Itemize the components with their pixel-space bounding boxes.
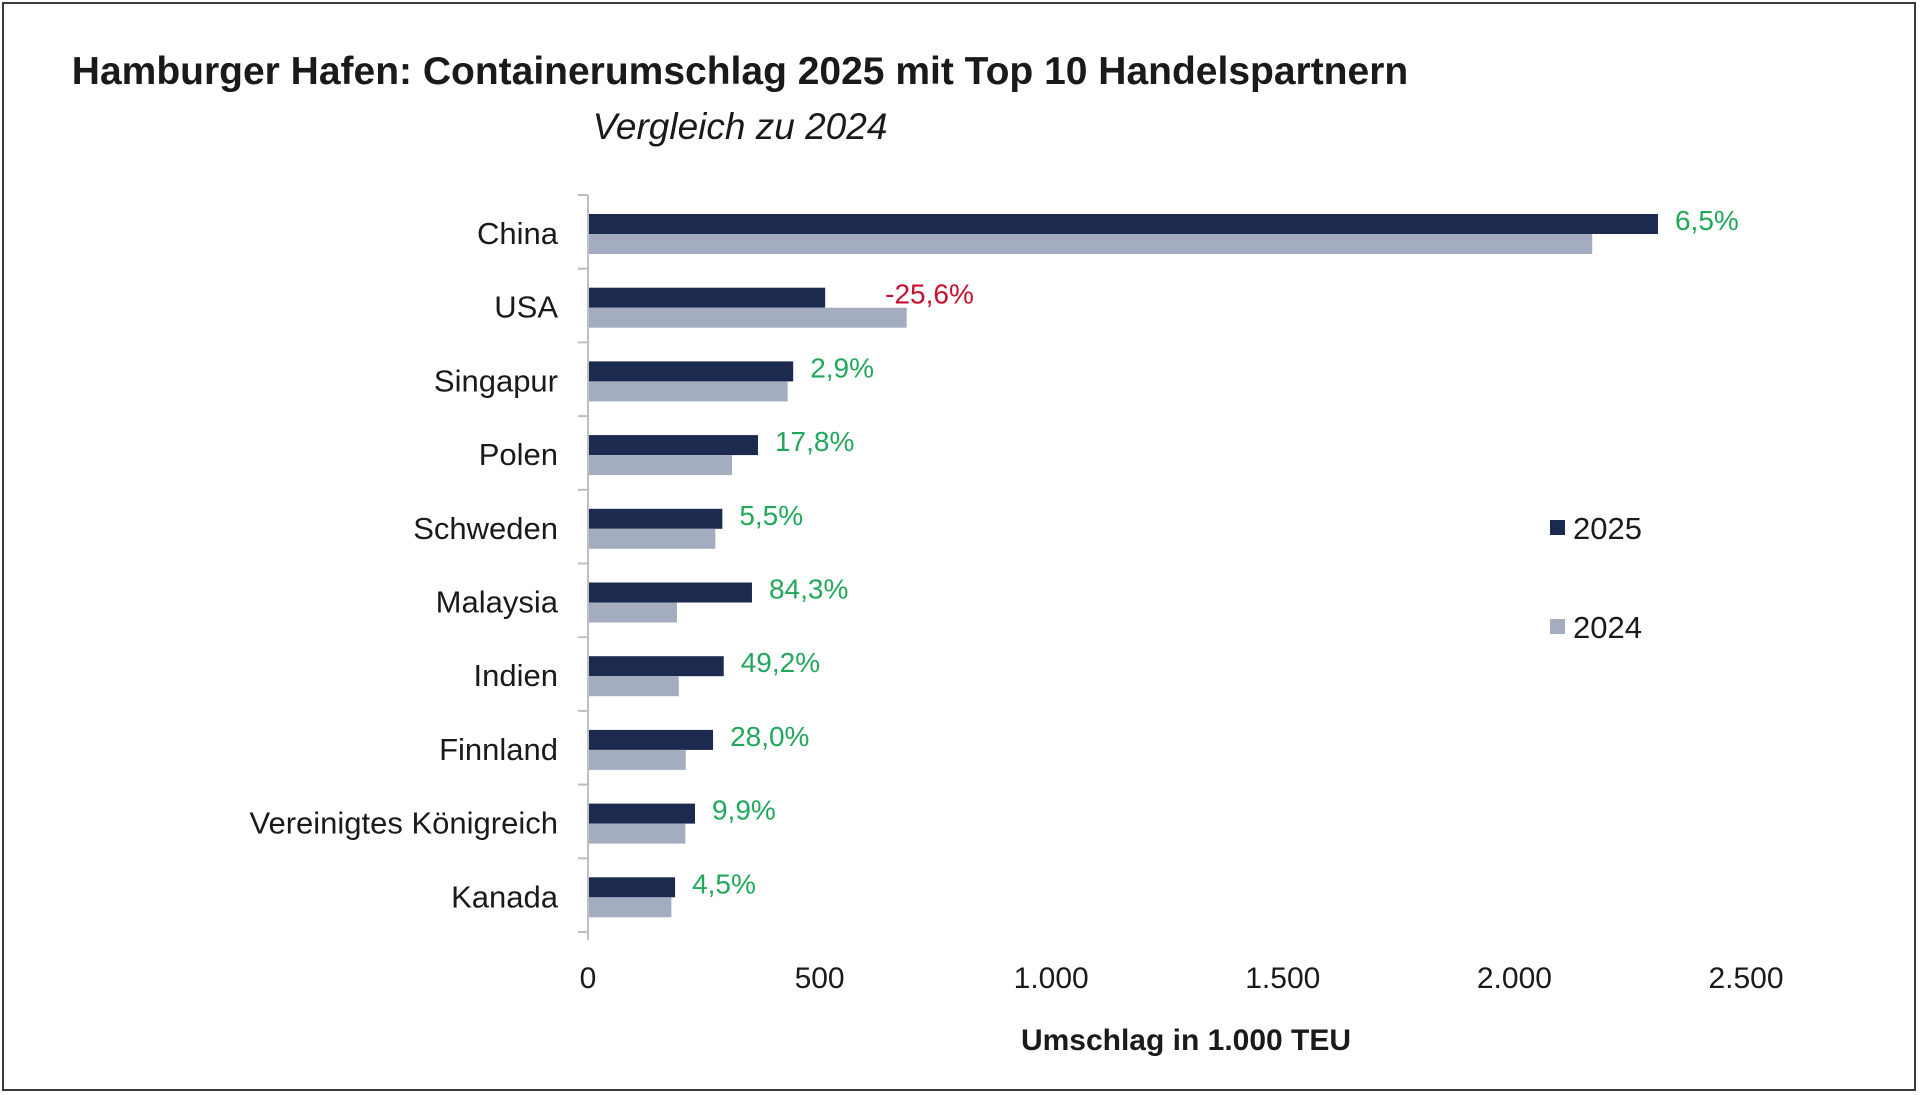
- data-label-indien: 49,2%: [741, 647, 820, 678]
- chart-subtitle: Vergleich zu 2024: [592, 106, 888, 147]
- data-label-polen: 17,8%: [775, 426, 854, 457]
- chart-title: Hamburger Hafen: Containerumschlag 2025 …: [71, 50, 1409, 93]
- bar-2025-usa: [589, 287, 826, 308]
- bar-2025-finnland: [589, 729, 714, 750]
- category-label-china: China: [477, 216, 559, 251]
- bar-2025-schweden: [589, 508, 723, 529]
- x-axis-title: Umschlag in 1.000 TEU: [1021, 1024, 1351, 1057]
- legend-swatch-2025: [1550, 520, 1565, 535]
- bars: [589, 214, 1658, 918]
- category-label-malaysia: Malaysia: [436, 585, 559, 620]
- bar-2025-indien: [589, 656, 724, 677]
- bar-2025-vereinigtes-koenigreich: [589, 803, 695, 824]
- data-label-schweden: 5,5%: [739, 500, 803, 531]
- data-label-china: 6,5%: [1675, 205, 1739, 236]
- bar-2024-china: [589, 234, 1593, 254]
- bar-2025-singapur: [589, 361, 794, 382]
- bar-2024-finnland: [589, 749, 686, 770]
- x-tick-label: 1.000: [1014, 962, 1089, 995]
- category-label-singapur: Singapur: [434, 363, 558, 398]
- data-label-finnland: 28,0%: [730, 721, 809, 752]
- bar-2024-polen: [589, 455, 733, 476]
- x-tick-label: 500: [795, 962, 845, 995]
- category-label-polen: Polen: [479, 437, 558, 472]
- bar-2024-singapur: [589, 381, 788, 402]
- data-label-kanada: 4,5%: [692, 868, 756, 899]
- bar-2024-malaysia: [589, 602, 677, 623]
- data-label-singapur: 2,9%: [810, 352, 874, 383]
- x-tick-label: 2.000: [1477, 962, 1552, 995]
- bar-2024-schweden: [589, 528, 716, 549]
- data-label-vereinigtes-koenigreich: 9,9%: [712, 795, 776, 826]
- legend-swatch-2024: [1550, 619, 1565, 634]
- legend: 2025 2024: [1550, 511, 1642, 645]
- legend-label-2025: 2025: [1573, 511, 1642, 546]
- x-tick-label: 2.500: [1708, 962, 1783, 995]
- tick-labels: 0 500 1.000 1.500 2.000 2.500: [580, 962, 1784, 995]
- category-label-finnland: Finnland: [439, 732, 558, 767]
- bar-2025-polen: [589, 435, 758, 456]
- axes: [578, 194, 589, 940]
- category-label-vereinigtes-koenigreich: Vereinigtes Königreich: [250, 806, 558, 841]
- bar-2024-vereinigtes-koenigreich: [589, 823, 686, 844]
- category-label-schweden: Schweden: [413, 511, 558, 546]
- data-label-malaysia: 84,3%: [769, 574, 848, 605]
- legend-label-2024: 2024: [1573, 610, 1642, 645]
- x-tick-label: 0: [580, 962, 597, 995]
- bar-2025-malaysia: [589, 582, 752, 603]
- bar-2024-indien: [589, 676, 679, 697]
- data-label-usa: -25,6%: [885, 279, 974, 310]
- category-label-indien: Indien: [474, 658, 558, 693]
- category-label-kanada: Kanada: [451, 879, 559, 914]
- bar-2025-kanada: [589, 877, 676, 898]
- bar-2024-usa: [589, 307, 907, 328]
- category-labels: China USA Singapur Polen Schweden Malaysia Ind…: [250, 216, 559, 914]
- data-labels: 6,5% -25,6% 2,9% 17,8% 5,5% 84,3% 49,2% 28,0% 9,…: [692, 205, 1739, 899]
- bar-2025-china: [589, 214, 1658, 234]
- category-label-usa: USA: [494, 290, 558, 325]
- bar-2024-kanada: [589, 897, 672, 918]
- x-tick-label: 1.500: [1245, 962, 1320, 995]
